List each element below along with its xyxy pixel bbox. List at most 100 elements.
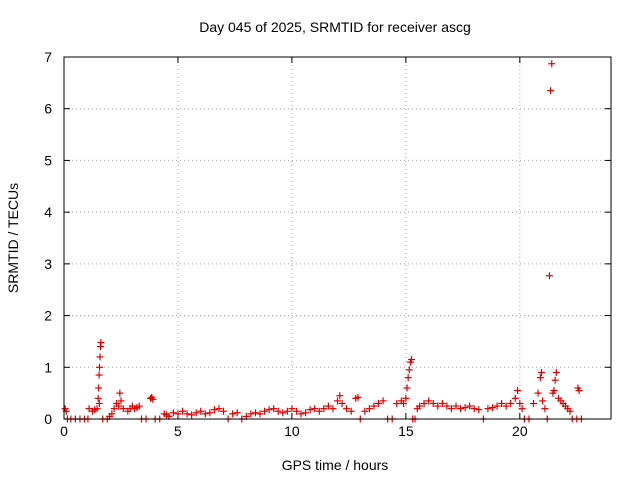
data-point [116, 389, 124, 397]
x-tick-label: 0 [60, 423, 68, 439]
data-point [206, 409, 214, 417]
data-point [452, 402, 460, 410]
data-point [135, 402, 143, 410]
data-point [434, 402, 442, 410]
data-point [96, 353, 104, 361]
data-point [443, 402, 451, 410]
data-point [502, 402, 510, 410]
data-point [429, 399, 437, 407]
data-point [536, 374, 544, 382]
y-axis-title: SRMTID / TECUs [5, 183, 21, 293]
data-point [247, 410, 255, 418]
data-point [95, 371, 103, 379]
data-point [311, 405, 319, 413]
data-point [220, 407, 228, 415]
data-point [183, 410, 191, 418]
data-point [115, 402, 123, 410]
data-point [408, 356, 416, 364]
data-point [279, 409, 287, 417]
data-point [575, 387, 583, 395]
data-point [539, 397, 547, 405]
data-point [210, 406, 218, 414]
data-point [320, 405, 328, 413]
data-point [566, 407, 574, 415]
axis-ticks [63, 56, 611, 420]
data-point [117, 397, 125, 405]
data-point [416, 402, 424, 410]
data-point [347, 407, 355, 415]
data-point [288, 405, 296, 413]
data-point [334, 397, 341, 405]
data-point [518, 405, 526, 413]
x-tick-labels: 0 5 10 15 20 [60, 423, 528, 439]
data-point [420, 399, 428, 407]
data-point [530, 399, 538, 407]
data-point [393, 399, 401, 407]
data-point [507, 399, 515, 407]
data-point [197, 407, 205, 415]
data-point [274, 407, 282, 415]
data-point [149, 395, 157, 403]
data-point [365, 405, 373, 413]
data-point [306, 406, 314, 414]
data-point [336, 392, 344, 400]
data-point [403, 384, 411, 392]
data-point [438, 399, 446, 407]
data-point [404, 374, 412, 382]
data-point [97, 338, 105, 346]
data-point [547, 87, 555, 95]
data-point [550, 387, 558, 395]
data-point [179, 407, 187, 415]
x-tick-label: 15 [398, 423, 414, 439]
data-point [354, 393, 362, 401]
data-point [338, 399, 346, 407]
data-point [256, 410, 264, 418]
y-tick-label: 6 [44, 101, 52, 117]
data-point [537, 368, 545, 376]
data-point [229, 410, 237, 418]
y-tick-label: 7 [44, 49, 52, 65]
data-point [511, 394, 519, 402]
data-points [61, 60, 585, 423]
data-point [169, 409, 177, 417]
data-point [251, 409, 259, 417]
data-point [201, 410, 209, 418]
data-point [466, 402, 474, 410]
data-point [475, 406, 483, 414]
data-point [110, 405, 118, 413]
data-point [329, 405, 337, 413]
data-point [548, 60, 556, 68]
data-point [270, 405, 278, 413]
y-tick-label: 2 [44, 308, 52, 324]
y-tick-label: 0 [44, 411, 52, 427]
data-point [375, 399, 383, 407]
data-point [402, 394, 410, 402]
x-tick-label: 5 [174, 423, 182, 439]
data-point [514, 387, 522, 395]
chart-title: Day 045 of 2025, SRMTID for receiver asc… [199, 19, 471, 35]
y-tick-label: 3 [44, 256, 52, 272]
data-point [315, 407, 323, 415]
data-point [361, 407, 369, 415]
x-tick-label: 20 [512, 423, 528, 439]
data-point [192, 409, 200, 417]
data-point [324, 402, 332, 410]
data-point [379, 397, 387, 405]
data-point [94, 394, 102, 402]
data-point [343, 405, 351, 413]
y-tick-labels: 0 1 2 3 4 5 6 7 [44, 49, 52, 427]
grid-lines [64, 57, 611, 419]
data-point [484, 405, 492, 413]
data-point [447, 405, 455, 413]
data-point [261, 407, 269, 415]
data-point [95, 399, 103, 407]
data-point [461, 404, 469, 412]
data-point [174, 410, 182, 418]
data-point [95, 384, 103, 392]
data-point [493, 402, 501, 410]
data-point [541, 405, 549, 413]
data-point [457, 405, 465, 413]
data-point [297, 410, 305, 418]
data-point [265, 406, 273, 414]
